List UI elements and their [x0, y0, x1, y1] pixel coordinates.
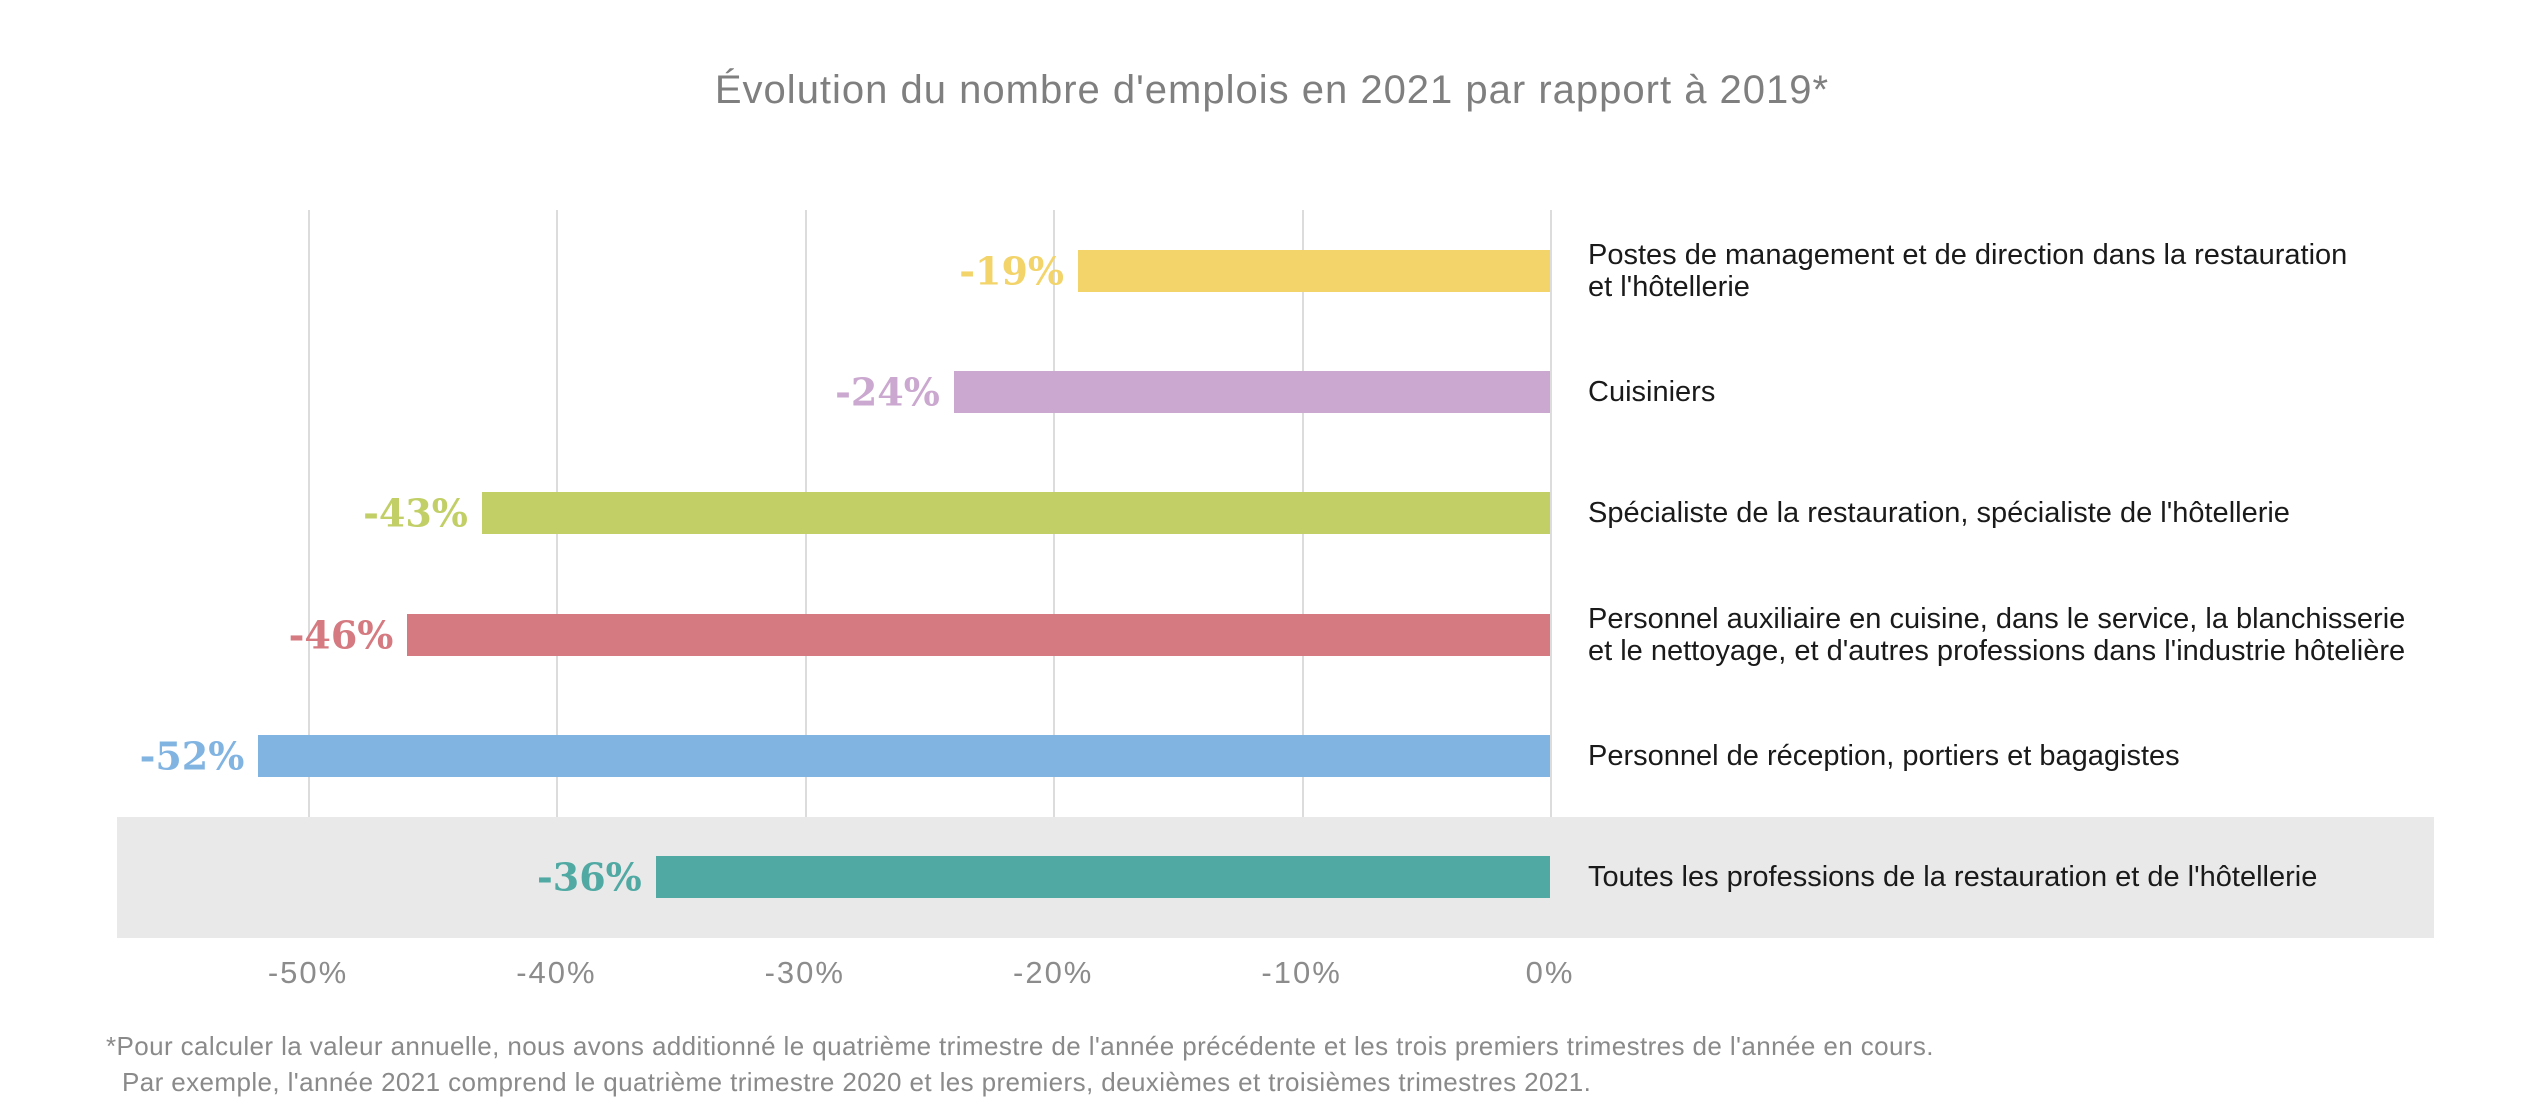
- gridline: [308, 210, 310, 938]
- bar-rows: -19% Postes de management et de directio…: [0, 210, 2544, 938]
- category-label: Spécialiste de la restauration, spéciali…: [1588, 497, 2290, 530]
- x-axis-tick: 0%: [1525, 955, 1575, 990]
- category-label: Personnel auxiliaire en cuisine, dans le…: [1588, 602, 2406, 667]
- bar-value-label: -43%: [363, 490, 468, 536]
- x-axis-tick: -30%: [764, 955, 845, 990]
- gridline: [1053, 210, 1056, 938]
- bar-value-label: -36%: [537, 854, 642, 900]
- bar-value-label: -52%: [139, 733, 245, 779]
- chart-row: -43% Spécialiste de la restauration, spé…: [0, 453, 2544, 574]
- bar: [258, 734, 1550, 777]
- bar: [953, 370, 1550, 413]
- bar: [655, 856, 1550, 899]
- x-axis-tick: -10%: [1261, 955, 1342, 990]
- x-axis-tick: -20%: [1013, 955, 1094, 990]
- bar-value-label: -24%: [835, 369, 940, 415]
- chart-row: -36% Toutes les professions de la restau…: [0, 816, 2544, 937]
- bar-value-label: -19%: [959, 248, 1065, 294]
- gridline: [804, 210, 807, 938]
- bar-value-label: -46%: [288, 612, 394, 658]
- x-axis-tick: -40%: [516, 955, 597, 990]
- chart-title: Évolution du nombre d'emplois en 2021 pa…: [714, 68, 1830, 112]
- gridline: [1550, 210, 1552, 938]
- category-label: Postes de management et de direction dan…: [1588, 238, 2348, 303]
- category-label: Toutes les professions de la restauratio…: [1588, 861, 2318, 894]
- bar: [407, 613, 1550, 656]
- category-label: Cuisiniers: [1588, 375, 1716, 408]
- footnote-line-2: Par exemple, l'année 2021 comprend le qu…: [122, 1067, 1592, 1097]
- chart-row: -52% Personnel de réception, portiers et…: [0, 695, 2544, 816]
- footnote: *Pour calculer la valeur annuelle, nous …: [106, 1028, 1934, 1100]
- gridline: [556, 210, 559, 938]
- bar: [481, 492, 1550, 535]
- bar: [1078, 249, 1550, 292]
- gridline: [1301, 210, 1304, 938]
- chart-row: -24% Cuisiniers: [0, 331, 2544, 452]
- x-axis: -50% -40% -30% -20% -10% 0%: [0, 955, 2544, 995]
- footnote-line-1: *Pour calculer la valeur annuelle, nous …: [106, 1031, 1934, 1061]
- x-axis-tick: -50%: [267, 955, 349, 990]
- category-label: Personnel de réception, portiers et baga…: [1588, 739, 2180, 772]
- plot-area: -19% Postes de management et de directio…: [0, 210, 2544, 938]
- chart-row: -46% Personnel auxiliaire en cuisine, da…: [0, 574, 2544, 695]
- chart-row: -19% Postes de management et de directio…: [0, 210, 2544, 331]
